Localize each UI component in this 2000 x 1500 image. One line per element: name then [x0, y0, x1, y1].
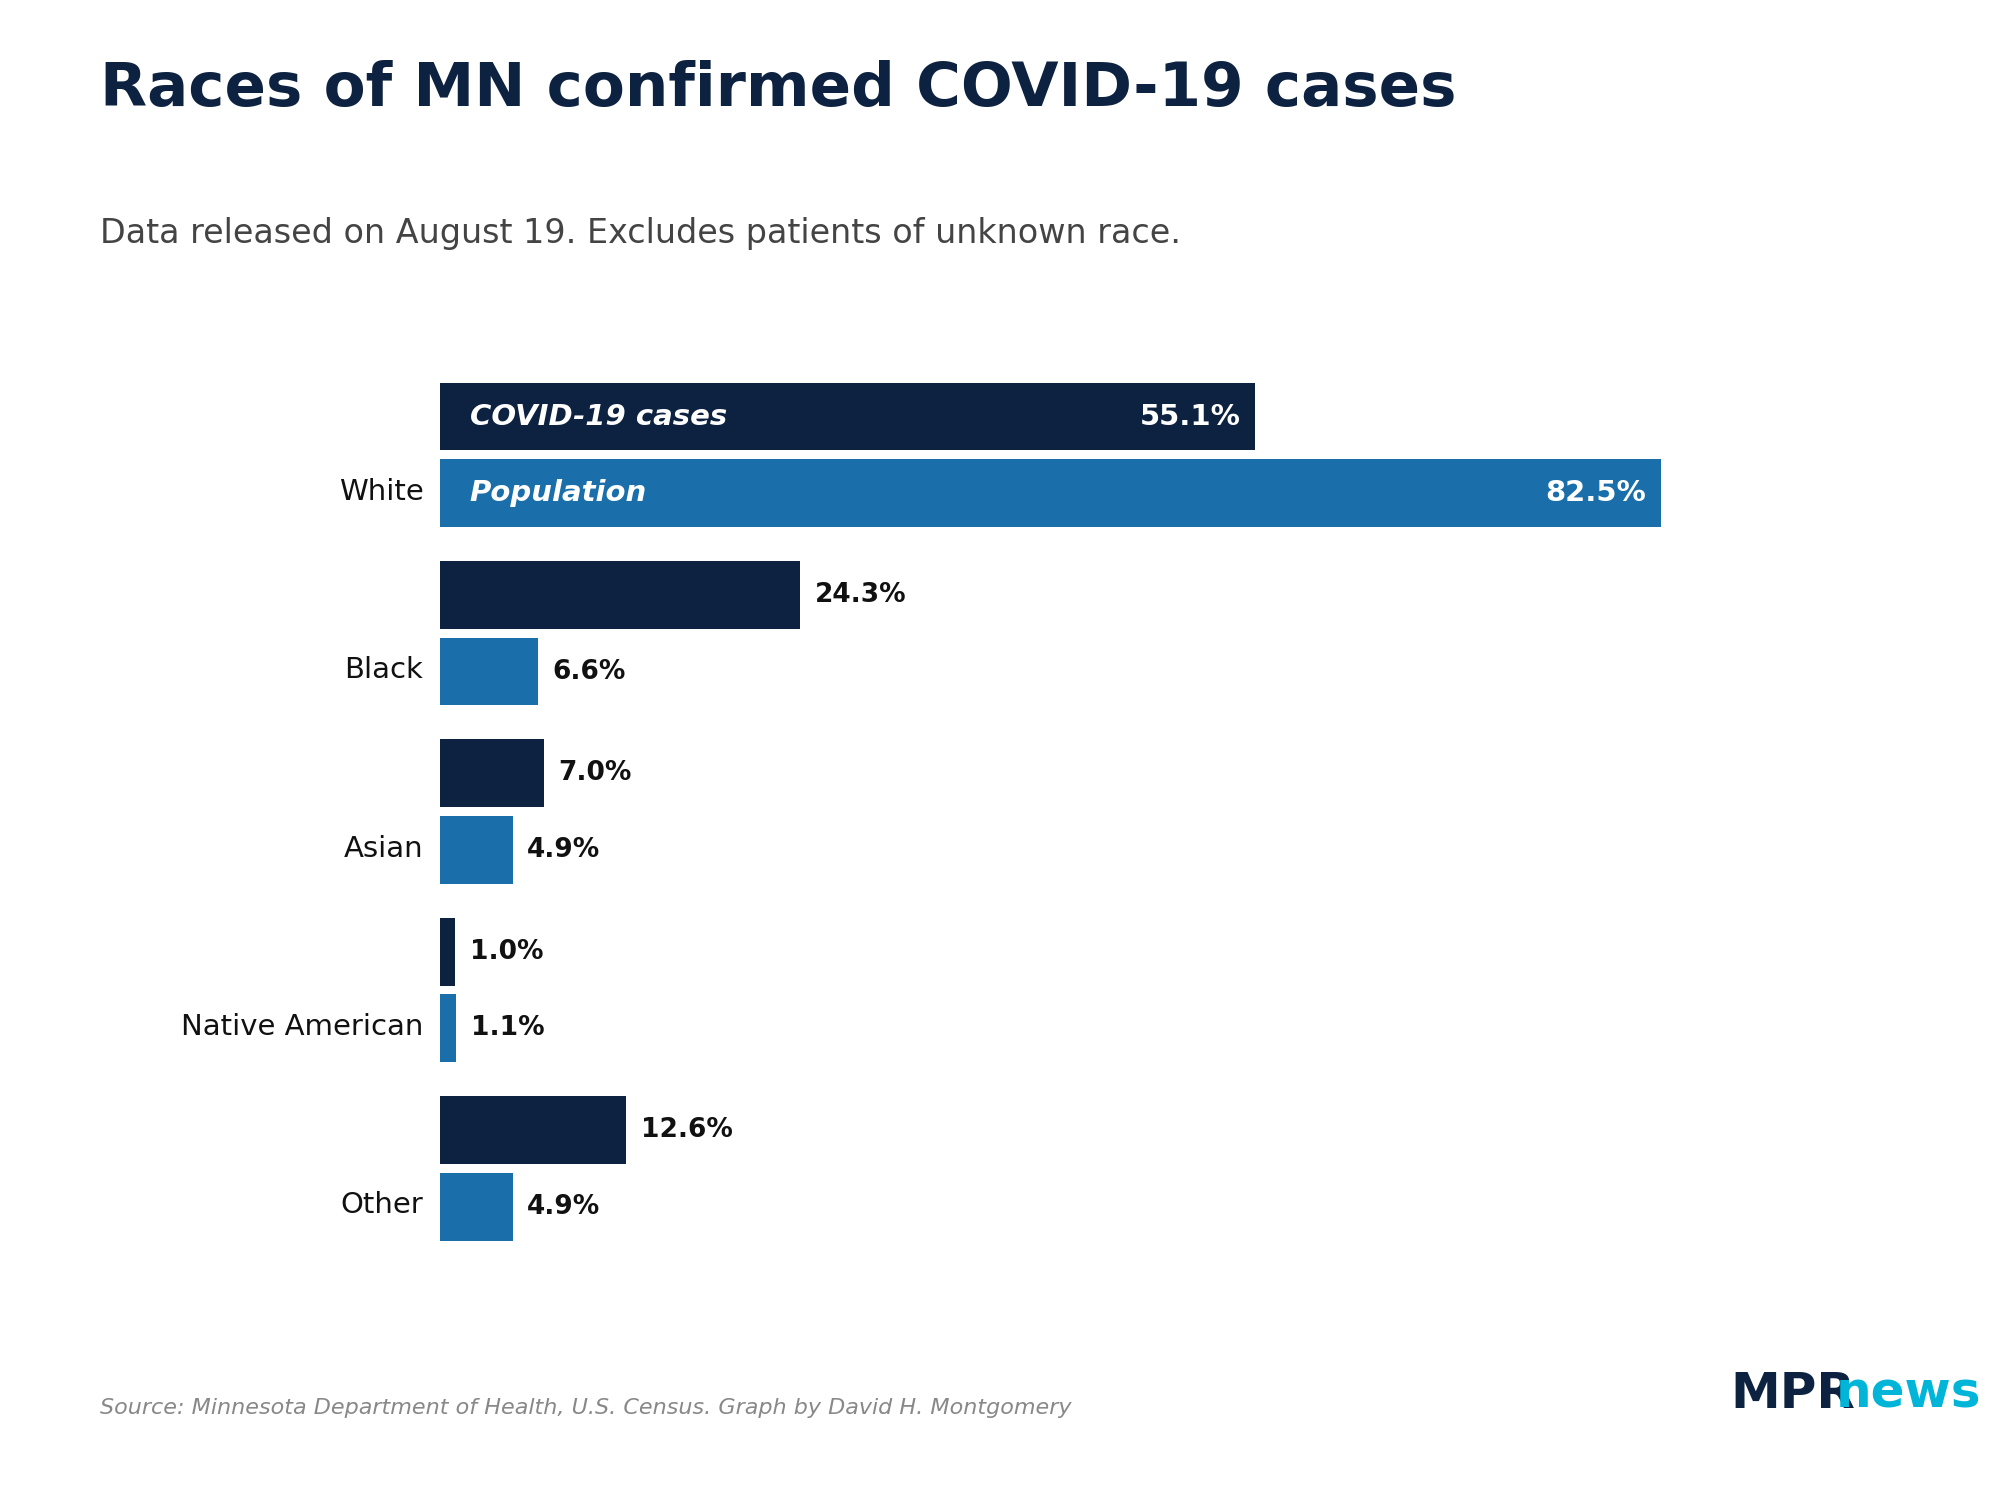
Bar	[440, 1096, 626, 1164]
Text: news: news	[1836, 1370, 1982, 1417]
Text: 7.0%: 7.0%	[558, 760, 632, 786]
Bar	[440, 561, 800, 628]
Bar	[440, 918, 454, 986]
Text: 4.9%: 4.9%	[528, 1194, 600, 1219]
Text: Races of MN confirmed COVID-19 cases: Races of MN confirmed COVID-19 cases	[100, 60, 1456, 118]
Text: 82.5%: 82.5%	[1546, 478, 1646, 507]
Text: Source: Minnesota Department of Health, U.S. Census. Graph by David H. Montgomer: Source: Minnesota Department of Health, …	[100, 1398, 1072, 1417]
Bar	[440, 1173, 512, 1240]
Text: MPR: MPR	[1730, 1370, 1854, 1417]
Text: 55.1%: 55.1%	[1140, 402, 1240, 430]
Text: 4.9%: 4.9%	[528, 837, 600, 862]
Bar	[440, 382, 1256, 450]
Bar	[440, 816, 512, 884]
Bar	[440, 994, 456, 1062]
Text: 1.0%: 1.0%	[470, 939, 544, 964]
Text: Data released on August 19. Excludes patients of unknown race.: Data released on August 19. Excludes pat…	[100, 217, 1180, 250]
Bar	[440, 740, 544, 807]
Text: 12.6%: 12.6%	[642, 1118, 734, 1143]
Text: Population: Population	[470, 478, 646, 507]
Text: COVID-19 cases: COVID-19 cases	[470, 402, 726, 430]
Text: 24.3%: 24.3%	[814, 582, 906, 608]
Bar	[440, 638, 538, 705]
Bar	[440, 459, 1660, 526]
Text: 1.1%: 1.1%	[472, 1016, 544, 1041]
Text: 6.6%: 6.6%	[552, 658, 626, 684]
